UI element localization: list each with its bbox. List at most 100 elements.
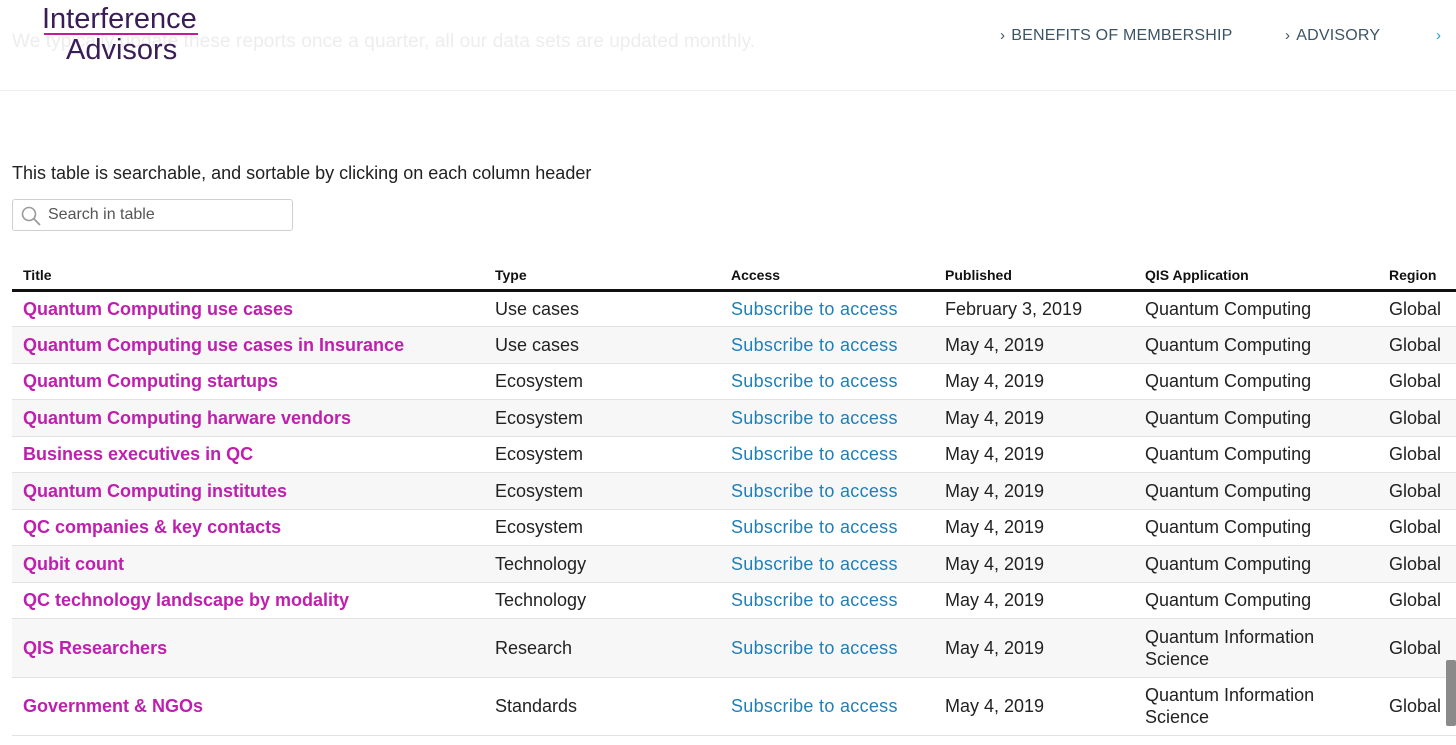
table-row: Business executives in QC Ecosystem Subs… [12,436,1456,473]
published-cell: May 4, 2019 [934,472,1134,510]
chevron-right-icon: › [1436,27,1442,44]
region-cell: Global [1378,509,1456,546]
table-row: Qubit count Technology Subscribe to acce… [12,545,1456,583]
subscribe-link[interactable]: Subscribe to access [720,545,934,583]
subscribe-link[interactable]: Subscribe to access [720,326,934,364]
qis-application-cell: Quantum Computing [1134,582,1378,619]
table-row: QC companies & key contacts Ecosystem Su… [12,509,1456,546]
report-title-link[interactable]: QC technology landscape by modality [12,582,484,619]
qis-application-cell: Quantum Computing [1134,290,1378,327]
published-cell: May 4, 2019 [934,618,1134,678]
column-header-published[interactable]: Published [934,262,1134,292]
subscribe-link[interactable]: Subscribe to access [720,677,934,736]
subscribe-link[interactable]: Subscribe to access [720,509,934,546]
interference-advisors-logo[interactable]: Interference Advisors [42,4,212,74]
nav-label: BENEFITS OF MEMBERSHIP [1011,27,1233,44]
type-cell: Standards [484,677,720,736]
type-cell: Technology [484,582,720,619]
region-cell: Global [1378,582,1456,619]
search-input[interactable] [48,204,288,226]
qis-application-cell: Quantum Computing [1134,472,1378,510]
subscribe-link[interactable]: Subscribe to access [720,472,934,510]
column-header-qis-application[interactable]: QIS Application [1134,262,1378,292]
nav-benefits-of-membership[interactable]: › BENEFITS OF MEMBERSHIP [1000,27,1233,45]
report-title-link[interactable]: Business executives in QC [12,436,484,473]
region-cell: Global [1378,363,1456,400]
report-title-link[interactable]: Quantum Computing use cases in Insurance [12,326,484,364]
published-cell: May 4, 2019 [934,677,1134,736]
qis-application-cell: Quantum Computing [1134,509,1378,546]
report-title-link[interactable]: QC companies & key contacts [12,509,484,546]
subscribe-link[interactable]: Subscribe to access [720,436,934,473]
table-row: Quantum Computing use cases in Insurance… [12,326,1456,364]
subscribe-link[interactable]: Subscribe to access [720,290,934,327]
region-cell: Global [1378,399,1456,437]
report-title-link[interactable]: Quantum Computing harware vendors [12,399,484,437]
region-cell: Global [1378,290,1456,327]
type-cell: Ecosystem [484,363,720,400]
type-cell: Use cases [484,326,720,364]
subscribe-link[interactable]: Subscribe to access [720,618,934,678]
column-header-type[interactable]: Type [484,262,720,292]
report-title-link[interactable]: Government & NGOs [12,677,484,736]
published-cell: May 4, 2019 [934,399,1134,437]
report-title-link[interactable]: Qubit count [12,545,484,583]
type-cell: Ecosystem [484,436,720,473]
column-header-title[interactable]: Title [12,262,484,292]
published-cell: May 4, 2019 [934,363,1134,400]
table-row: Government & NGOs Standards Subscribe to… [12,677,1456,736]
type-cell: Ecosystem [484,472,720,510]
published-cell: February 3, 2019 [934,290,1134,327]
region-cell: Global [1378,677,1456,736]
region-cell: Global [1378,472,1456,510]
qis-application-cell: Quantum Information Science [1134,618,1378,678]
table-search-box[interactable] [12,199,293,231]
type-cell: Technology [484,545,720,583]
table-row: QIS Researchers Research Subscribe to ac… [12,618,1456,678]
qis-application-cell: Quantum Computing [1134,545,1378,583]
published-cell: May 4, 2019 [934,326,1134,364]
report-title-link[interactable]: QIS Researchers [12,618,484,678]
published-cell: May 4, 2019 [934,436,1134,473]
reports-table: Title Type Access Published QIS Applicat… [12,262,1456,736]
published-cell: May 4, 2019 [934,545,1134,583]
column-header-access[interactable]: Access [720,262,934,292]
chevron-right-icon: › [1000,27,1006,44]
search-icon [21,206,41,226]
type-cell: Research [484,618,720,678]
qis-application-cell: Quantum Computing [1134,436,1378,473]
region-cell: Global [1378,436,1456,473]
logo-line-2: Advisors [66,34,178,66]
report-title-link[interactable]: Quantum Computing startups [12,363,484,400]
page-scrollbar-thumb[interactable] [1446,660,1456,726]
qis-application-cell: Quantum Computing [1134,363,1378,400]
published-cell: May 4, 2019 [934,582,1134,619]
table-row: QC technology landscape by modality Tech… [12,582,1456,619]
table-row: Quantum Computing institutes Ecosystem S… [12,472,1456,510]
table-instructions: This table is searchable, and sortable b… [12,163,592,183]
qis-application-cell: Quantum Information Science [1134,677,1378,736]
column-header-region[interactable]: Region [1378,262,1456,292]
report-title-link[interactable]: Quantum Computing use cases [12,290,484,327]
background-update-note: We typically update these reports once a… [12,31,756,52]
chevron-right-icon: › [1285,27,1291,44]
subscribe-link[interactable]: Subscribe to access [720,399,934,437]
published-cell: May 4, 2019 [934,509,1134,546]
report-title-link[interactable]: Quantum Computing institutes [12,472,484,510]
nav-label: ADVISORY [1296,27,1381,44]
region-cell: Global [1378,618,1456,678]
type-cell: Use cases [484,290,720,327]
region-cell: Global [1378,326,1456,364]
table-row: Quantum Computing startups Ecosystem Sub… [12,363,1456,400]
qis-application-cell: Quantum Computing [1134,326,1378,364]
table-row: Quantum Computing harware vendors Ecosys… [12,399,1456,437]
type-cell: Ecosystem [484,399,720,437]
nav-more-partial[interactable]: › [1436,27,1447,45]
site-header: We typically update these reports once a… [0,0,1456,91]
region-cell: Global [1378,545,1456,583]
subscribe-link[interactable]: Subscribe to access [720,582,934,619]
type-cell: Ecosystem [484,509,720,546]
nav-advisory[interactable]: › ADVISORY [1285,27,1380,45]
subscribe-link[interactable]: Subscribe to access [720,363,934,400]
table-row: Quantum Computing use cases Use cases Su… [12,290,1456,327]
